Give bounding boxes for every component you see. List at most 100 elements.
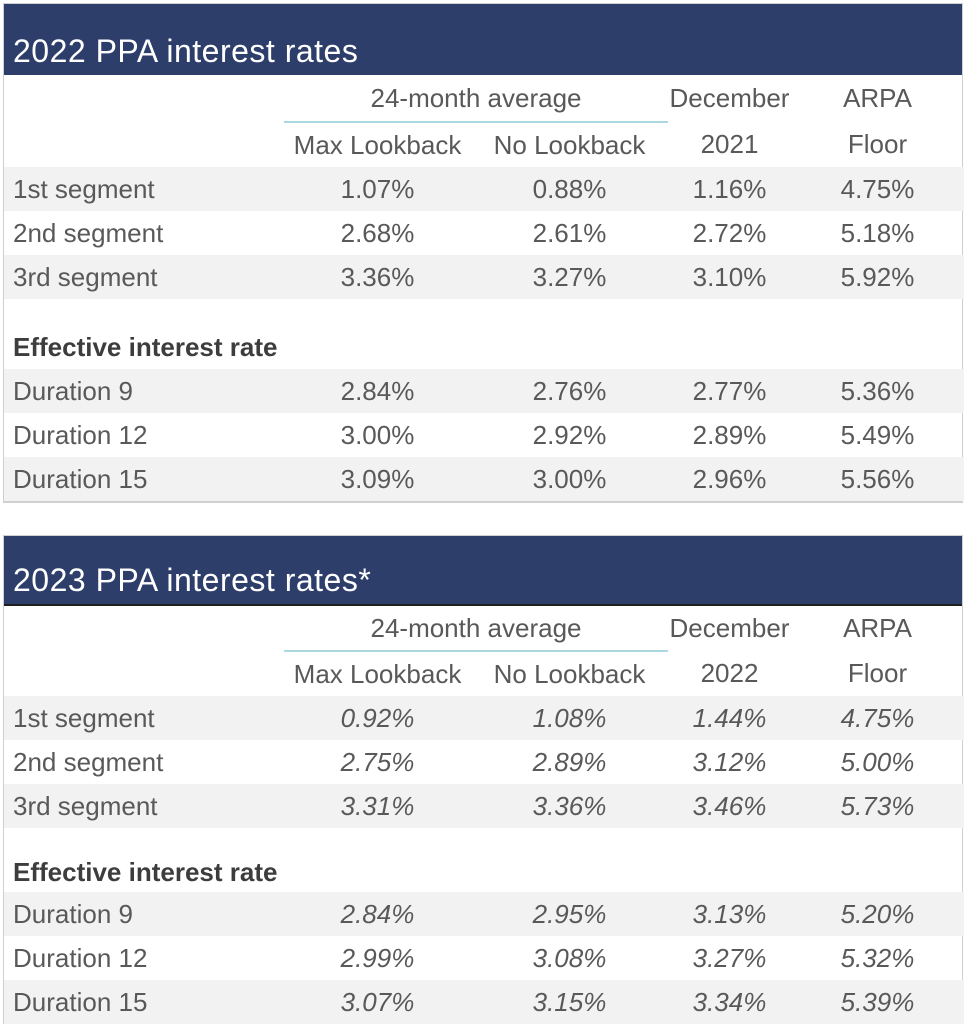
value-cell: 3.00%	[471, 457, 668, 501]
value-cell: 2.75%	[340, 746, 415, 777]
value-cell: 2.77%	[668, 369, 791, 413]
value-cell: 3.08%	[532, 942, 607, 973]
section-header-row: Effective interest rate	[4, 326, 964, 369]
page-title-2022: 2022 PPA interest rates	[13, 33, 359, 69]
value-cell: 2.76%	[471, 369, 668, 413]
empty-cell	[4, 299, 964, 326]
table-row-1st-segment: 1st segment 1.07% 0.88% 1.16% 4.75%	[4, 167, 964, 211]
column-header-2021: 2021	[700, 129, 759, 159]
value-cell: 2.84%	[284, 892, 471, 936]
column-header-arpa: ARPA	[843, 83, 912, 113]
value-cell: 3.36%	[284, 255, 471, 299]
table-row-2nd-segment: 2nd segment 2.68% 2.61% 2.72% 5.18%	[4, 211, 964, 255]
row-label: 3rd segment	[4, 255, 284, 299]
row-label: Duration 9	[4, 892, 284, 936]
row-label: 1st segment	[4, 167, 284, 211]
empty-cell	[4, 75, 284, 122]
group-header-row: 24-month average December ARPA	[4, 75, 964, 123]
value-cell: 3.15%	[471, 980, 668, 1024]
value-cell: 2.96%	[668, 457, 791, 501]
value-cell: 3.27%	[471, 255, 668, 299]
value-cell: 4.75%	[791, 167, 964, 211]
column-header-row: Max Lookback No Lookback 2021 Floor	[4, 122, 964, 167]
column-header-no-lookback: No Lookback	[493, 129, 646, 160]
row-label: 2nd segment	[13, 217, 164, 248]
column-header-arpa: ARPA	[843, 613, 912, 643]
value-cell: 5.56%	[791, 457, 964, 501]
row-label: Duration 15	[4, 457, 284, 501]
table-2022-ppa-interest-rates: 2022 PPA interest rates 24-month average…	[3, 3, 964, 503]
group-header-24-month-average: 24-month average	[284, 606, 668, 652]
group-header-24-month-average: 24-month average	[284, 75, 668, 123]
section-header-effective-interest-rate: Effective interest rate	[13, 856, 278, 887]
table-row-1st-segment: 1st segment 0.92% 1.08% 1.44% 4.75%	[4, 696, 964, 740]
value-cell: 2.72%	[692, 217, 767, 248]
value-cell: 2.95%	[471, 892, 668, 936]
value-cell: 3.13%	[668, 892, 791, 936]
table-2023-ppa-interest-rates: 2023 PPA interest rates* 24-month averag…	[3, 535, 964, 1024]
table-row-duration-15: Duration 15 3.09% 3.00% 2.96% 5.56%	[4, 457, 964, 501]
table-row-duration-9: Duration 9 2.84% 2.76% 2.77% 5.36%	[4, 369, 964, 413]
column-header-december: December	[669, 83, 790, 113]
value-cell: 1.16%	[668, 167, 791, 211]
empty-cell	[4, 651, 284, 696]
value-cell: 5.92%	[791, 255, 964, 299]
value-cell: 3.31%	[284, 784, 471, 828]
value-cell: 5.00%	[840, 746, 915, 777]
empty-cell	[4, 606, 284, 651]
value-cell: 2.61%	[532, 217, 607, 248]
value-cell: 5.49%	[840, 419, 915, 450]
value-cell: 2.89%	[532, 746, 607, 777]
page-title-2023: 2023 PPA interest rates*	[13, 562, 372, 598]
column-header-floor: Floor	[847, 129, 908, 159]
section-header-effective-interest-rate: Effective interest rate	[13, 332, 278, 362]
spacer-row	[4, 828, 964, 852]
value-cell: 0.92%	[284, 696, 471, 740]
row-label: Duration 12	[13, 419, 148, 450]
value-cell: 3.10%	[668, 255, 791, 299]
value-cell: 5.32%	[840, 942, 915, 973]
value-cell: 0.88%	[471, 167, 668, 211]
value-cell: 1.07%	[284, 167, 471, 211]
value-cell: 3.36%	[471, 784, 668, 828]
group-header-row: 24-month average December ARPA	[4, 606, 964, 652]
value-cell: 5.36%	[791, 369, 964, 413]
column-header-max-lookback: Max Lookback	[293, 129, 462, 160]
value-cell: 2.68%	[340, 217, 415, 248]
row-label: Duration 15	[4, 980, 284, 1024]
row-label: 1st segment	[4, 696, 284, 740]
value-cell: 5.20%	[791, 892, 964, 936]
column-header-2022: 2022	[700, 658, 759, 688]
empty-cell	[4, 828, 964, 852]
table-row-duration-12: Duration 12 2.99% 3.08% 3.27% 5.32%	[4, 936, 964, 980]
rates-table-2022: 24-month average December ARPA Max Lookb…	[4, 75, 964, 501]
value-cell: 3.34%	[668, 980, 791, 1024]
row-label: Duration 12	[13, 942, 148, 973]
section-header-row: Effective interest rate	[4, 852, 964, 892]
table-row-2nd-segment: 2nd segment 2.75% 2.89% 3.12% 5.00%	[4, 740, 964, 784]
value-cell: 3.12%	[692, 746, 767, 777]
value-cell: 5.39%	[791, 980, 964, 1024]
value-cell: 3.09%	[284, 457, 471, 501]
column-header-no-lookback: No Lookback	[493, 658, 646, 689]
empty-cell	[4, 122, 284, 167]
table-row-duration-9: Duration 9 2.84% 2.95% 3.13% 5.20%	[4, 892, 964, 936]
title-bar-2023: 2023 PPA interest rates*	[4, 536, 962, 606]
value-cell: 5.18%	[840, 217, 915, 248]
column-header-row: Max Lookback No Lookback 2022 Floor	[4, 651, 964, 696]
row-label: Duration 9	[4, 369, 284, 413]
row-label: 3rd segment	[4, 784, 284, 828]
value-cell: 4.75%	[791, 696, 964, 740]
column-header-december: December	[669, 613, 790, 643]
value-cell: 2.92%	[532, 419, 607, 450]
value-cell: 5.73%	[791, 784, 964, 828]
value-cell: 3.27%	[692, 942, 767, 973]
title-bar-2022: 2022 PPA interest rates	[4, 4, 962, 75]
value-cell: 1.44%	[668, 696, 791, 740]
table-row-duration-15: Duration 15 3.07% 3.15% 3.34% 5.39%	[4, 980, 964, 1024]
table-row-3rd-segment: 3rd segment 3.36% 3.27% 3.10% 5.92%	[4, 255, 964, 299]
rates-table-2023: 24-month average December ARPA Max Lookb…	[4, 606, 964, 1024]
value-cell: 2.99%	[340, 942, 415, 973]
value-cell: 3.07%	[284, 980, 471, 1024]
value-cell: 2.84%	[284, 369, 471, 413]
